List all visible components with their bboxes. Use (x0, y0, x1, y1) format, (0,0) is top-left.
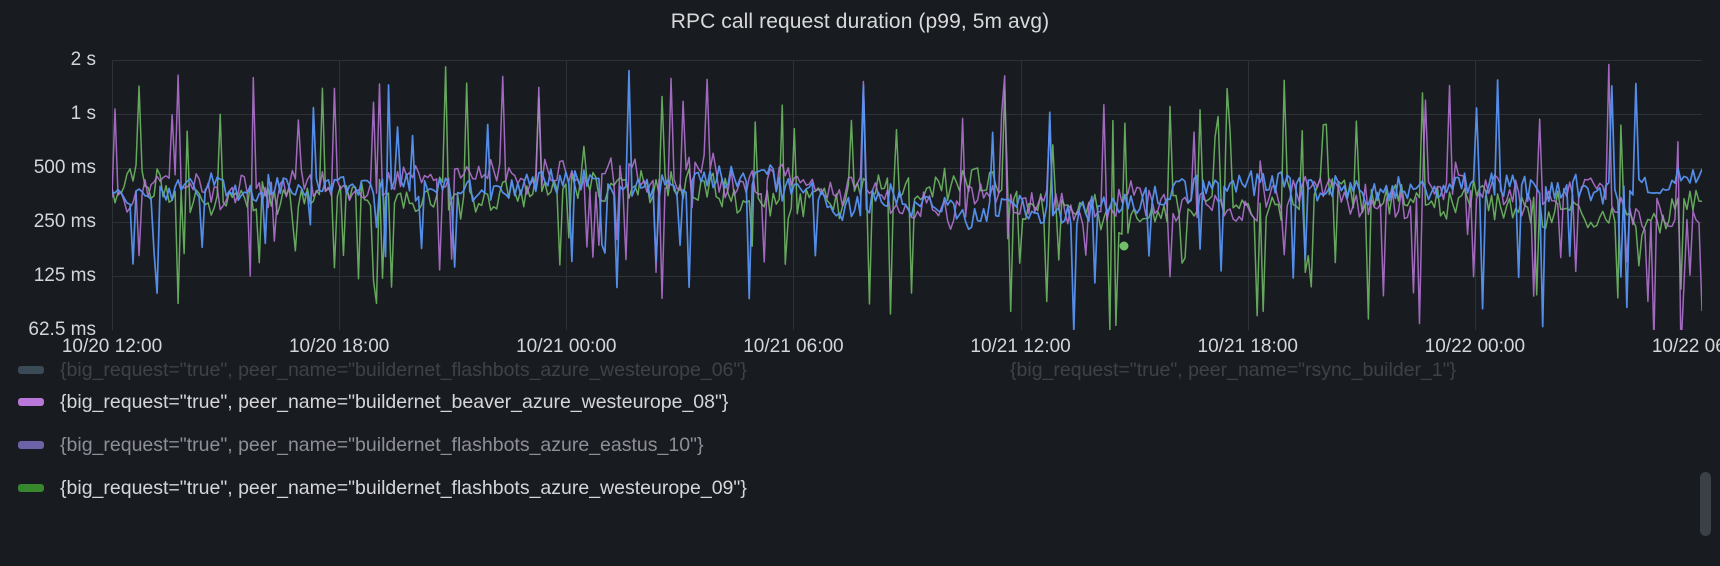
highlighted-data-point[interactable] (1119, 241, 1129, 251)
series-line (112, 63, 1702, 330)
legend-color-swatch[interactable] (18, 441, 44, 449)
x-axis-tick-label: 10/20 12:00 (61, 336, 163, 357)
panel-title: RPC call request duration (p99, 5m avg) (670, 10, 1050, 33)
series-line (112, 69, 1702, 330)
y-axis-tick-label: 250 ms (33, 211, 96, 232)
x-axis-tick-label: 10/20 18:00 (288, 336, 390, 357)
y-axis-tick-label: 1 s (70, 103, 96, 124)
legend-color-swatch[interactable] (18, 398, 44, 406)
x-axis-tick-label: 10/22 00:00 (1424, 336, 1526, 357)
legend-color-swatch[interactable] (18, 484, 44, 492)
x-axis-tick-label: 10/21 00:00 (516, 336, 617, 357)
x-axis-tick-label: 10/21 18:00 (1197, 336, 1298, 357)
plot-wrapper: 2 s 1 s 500 ms 250 ms 125 ms 62.5 ms 10/20 12… (0, 49, 1720, 360)
legend-item[interactable]: {big_request="true", peer_name="buildern… (18, 431, 703, 459)
legend-item-label: {big_request="true", peer_name="buildern… (60, 390, 729, 413)
plot-area[interactable] (112, 60, 1702, 330)
legend-scrollbar-track[interactable] (1698, 362, 1712, 566)
y-axis-tick-label: 2 s (70, 49, 96, 70)
legend-item[interactable]: {big_request="true", peer_name="buildern… (18, 388, 728, 416)
y-axis-tick-label: 62.5 ms (28, 319, 96, 340)
legend-item-label: {big_request="true", peer_name="rsync_bu… (1010, 362, 1457, 381)
y-axis-tick-label: 125 ms (33, 265, 96, 286)
x-axis-tick-label: 10/21 12:00 (970, 336, 1071, 357)
legend-item-label: {big_request="true", peer_name="buildern… (60, 476, 747, 499)
chart-svg[interactable] (112, 60, 1702, 330)
legend-color-swatch[interactable] (18, 366, 44, 374)
legend-item-label: {big_request="true", peer_name="buildern… (60, 433, 704, 456)
grid-lines (112, 60, 1702, 330)
y-axis-tick-label: 500 ms (33, 157, 96, 178)
legend-row-clipped-right[interactable]: {big_request="true", peer_name="rsync_bu… (1010, 362, 1456, 384)
legend-item[interactable]: {big_request="true", peer_name="buildern… (18, 474, 747, 502)
x-axis-tick-label: 10/22 06:00 (1651, 336, 1720, 357)
series-line (112, 66, 1702, 330)
legend-row-clipped-left[interactable]: {big_request="true", peer_name="buildern… (18, 362, 747, 384)
legend[interactable]: {big_request="true", peer_name="buildern… (0, 362, 1700, 566)
x-axis-tick-label: 10/21 06:00 (743, 336, 844, 357)
y-axis: 2 s 1 s 500 ms 250 ms 125 ms 62.5 ms (0, 49, 112, 340)
legend-item-label: {big_request="true", peer_name="buildern… (60, 362, 747, 381)
legend-scrollbar-thumb[interactable] (1700, 472, 1711, 536)
x-axis: 10/20 12:00 10/20 18:00 10/21 00:00 10/21 0… (62, 332, 1720, 360)
